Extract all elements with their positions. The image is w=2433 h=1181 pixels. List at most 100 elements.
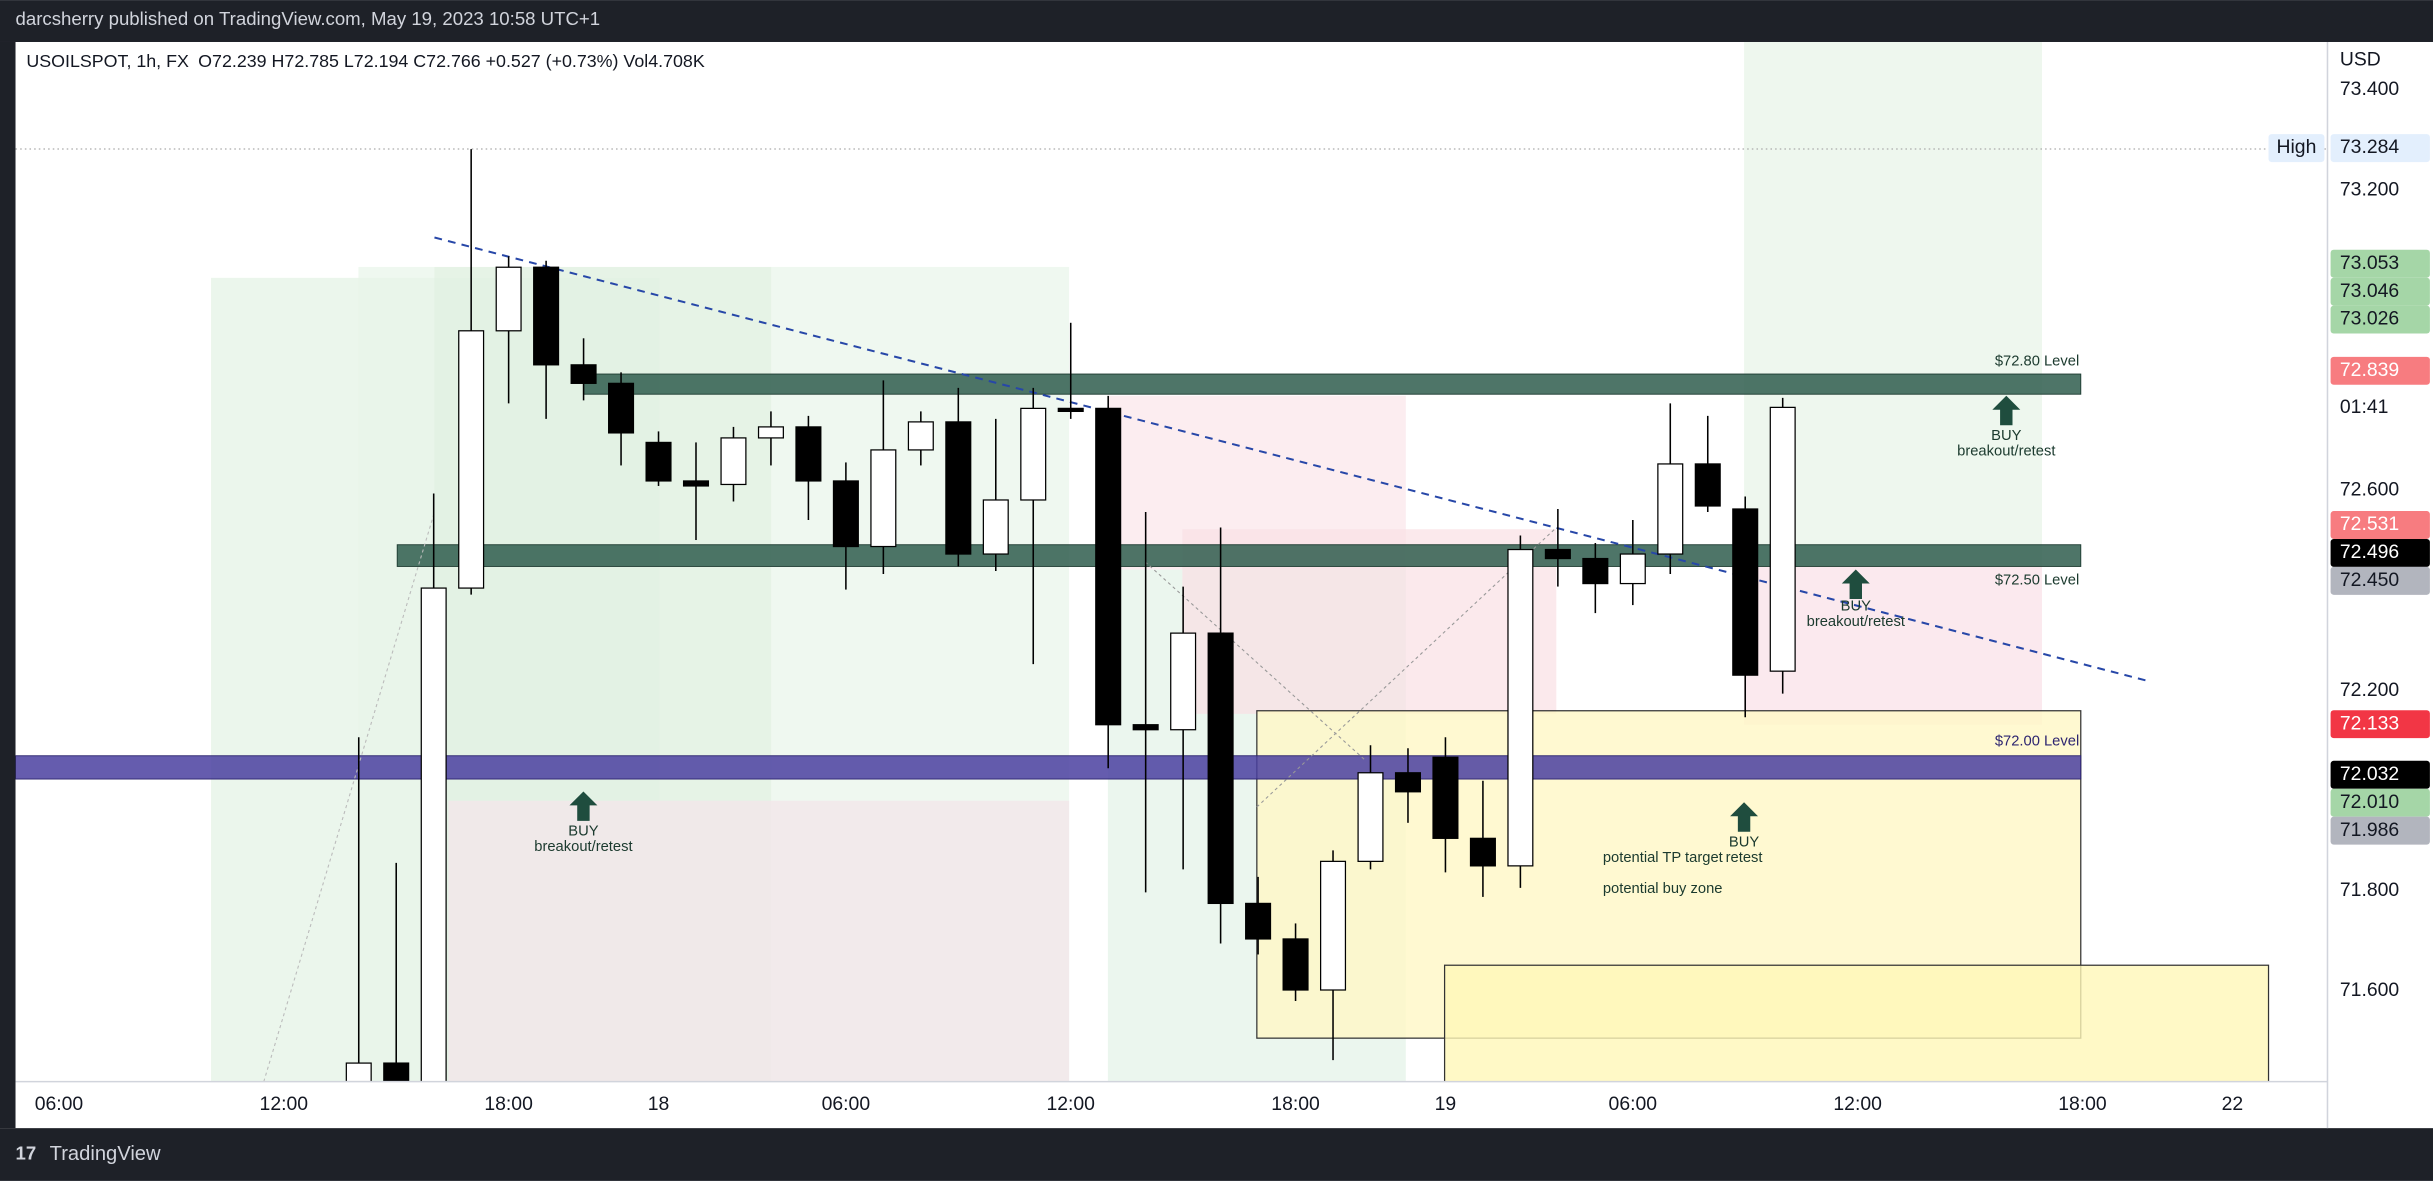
- candle-body: [495, 266, 522, 332]
- x-tick-label: 12:00: [1046, 1093, 1095, 1115]
- candle-body: [1507, 548, 1534, 867]
- price-tag: [2330, 134, 2430, 163]
- price-tag-label: 72.531: [2340, 513, 2399, 535]
- price-tag: [2330, 511, 2430, 539]
- buy-arrow: [1992, 395, 2021, 426]
- candle-body: [907, 421, 934, 451]
- annotation: breakout/retest: [534, 839, 632, 855]
- y-tick-label: 73.400: [2340, 78, 2399, 100]
- buy-arrow: [1841, 569, 1870, 600]
- annotation: potential TP target: [1603, 850, 1723, 866]
- candles: [345, 149, 1796, 1082]
- candle-body: [757, 426, 784, 439]
- price-tag: [2330, 816, 2430, 845]
- price-tag-label: 72.032: [2340, 763, 2399, 785]
- candle-body: [1657, 463, 1684, 555]
- price-tag: [2330, 788, 2430, 817]
- y-tick-label: 72.600: [2340, 479, 2399, 501]
- y-tick-label: 72.200: [2340, 679, 2399, 701]
- x-tick-label: 19: [1435, 1093, 1457, 1115]
- candle-body: [645, 441, 672, 482]
- price-tag: [2330, 566, 2430, 595]
- candle-body: [1095, 407, 1122, 726]
- price-tag: [2330, 249, 2430, 278]
- price-tag-label: 73.053: [2340, 252, 2399, 274]
- footer-brand: TradingView: [50, 1143, 161, 1165]
- annotation: BUY: [1841, 599, 1871, 615]
- annotation: BUY: [1991, 428, 2021, 444]
- candle-body: [1207, 632, 1234, 905]
- price-tag: [2330, 760, 2430, 789]
- annotation: BUY: [1729, 835, 1759, 851]
- level-label: $72.50 Level: [1995, 572, 2079, 588]
- candle-body: [795, 426, 822, 482]
- candle-body: [1245, 902, 1272, 940]
- candle-body: [458, 330, 485, 589]
- level-zone: [396, 544, 2082, 567]
- price-tag-label: 73.046: [2340, 280, 2399, 302]
- annotation: BUY: [568, 824, 598, 840]
- price-tag-label: 72.010: [2340, 791, 2399, 813]
- candle-body: [1282, 938, 1309, 991]
- candle-body: [1432, 756, 1459, 839]
- candle-body: [682, 480, 710, 487]
- y-tick-label: 71.600: [2340, 979, 2399, 1001]
- x-tick-label: 18: [648, 1093, 670, 1115]
- candle-body: [1469, 837, 1496, 867]
- price-tag: [2330, 538, 2430, 567]
- level-zone: [582, 373, 2082, 395]
- annotation: breakout/retest: [1957, 444, 2055, 460]
- candle-body: [1020, 407, 1047, 501]
- candle-body: [1582, 557, 1609, 585]
- candle-body: [1544, 548, 1571, 560]
- candle-body: [1057, 407, 1084, 413]
- candle-body: [533, 266, 560, 366]
- candle-body: [608, 382, 635, 434]
- left-border: [0, 41, 16, 1129]
- header-bar: [0, 0, 2433, 42]
- y-tick-label: 71.800: [2340, 879, 2399, 901]
- x-tick-label: 12:00: [260, 1093, 309, 1115]
- candle-body: [1394, 772, 1422, 793]
- candle-body: [870, 449, 897, 548]
- candle-body: [345, 1062, 372, 1082]
- candle-body: [1619, 553, 1646, 585]
- level-label: $72.80 Level: [1995, 354, 2079, 370]
- publisher: darcsherry published on TradingView.com,…: [16, 8, 601, 29]
- countdown: 01:41: [2340, 396, 2388, 418]
- price-tag-name: High: [2277, 136, 2317, 158]
- level-zone: [15, 755, 2082, 780]
- candle-body: [832, 480, 859, 548]
- y-tick-label: 73.200: [2340, 178, 2399, 200]
- candle-body: [1357, 772, 1384, 862]
- x-tick-label: 18:00: [1271, 1093, 1320, 1115]
- x-tick-label: 18:00: [484, 1093, 533, 1115]
- legend: USOILSPOT, 1h, FX O72.239 H72.785 L72.194…: [26, 51, 704, 71]
- candle-body: [1732, 508, 1759, 676]
- candle-body: [982, 499, 1009, 555]
- annotation: retest: [1726, 850, 1763, 866]
- annotation: potential buy zone: [1603, 881, 1723, 897]
- price-tag-label: 71.986: [2340, 819, 2399, 841]
- price-tag-label: 72.450: [2340, 569, 2399, 591]
- price-tag: [2330, 277, 2430, 306]
- price-tag-label: 72.839: [2340, 359, 2399, 381]
- candle-body: [1694, 463, 1721, 507]
- price-tag-label: 72.496: [2340, 541, 2399, 563]
- x-tick-label: 06:00: [35, 1093, 84, 1115]
- buy-zone: [1443, 964, 2270, 1082]
- x-tick-label: 22: [2222, 1093, 2244, 1115]
- x-tick-label: 12:00: [1833, 1093, 1882, 1115]
- x-tick-label: 18:00: [2058, 1093, 2107, 1115]
- currency: USD: [2340, 49, 2381, 71]
- price-tag-label: 72.133: [2340, 712, 2399, 734]
- x-tick-label: 06:00: [1609, 1093, 1658, 1115]
- candle-body: [1319, 860, 1347, 991]
- candle-body: [383, 1062, 410, 1082]
- price-tag: [2330, 356, 2430, 385]
- trend-line: [434, 236, 2150, 683]
- candle-body: [420, 587, 447, 1082]
- symbol: USOILSPOT, 1h, FX: [26, 51, 189, 71]
